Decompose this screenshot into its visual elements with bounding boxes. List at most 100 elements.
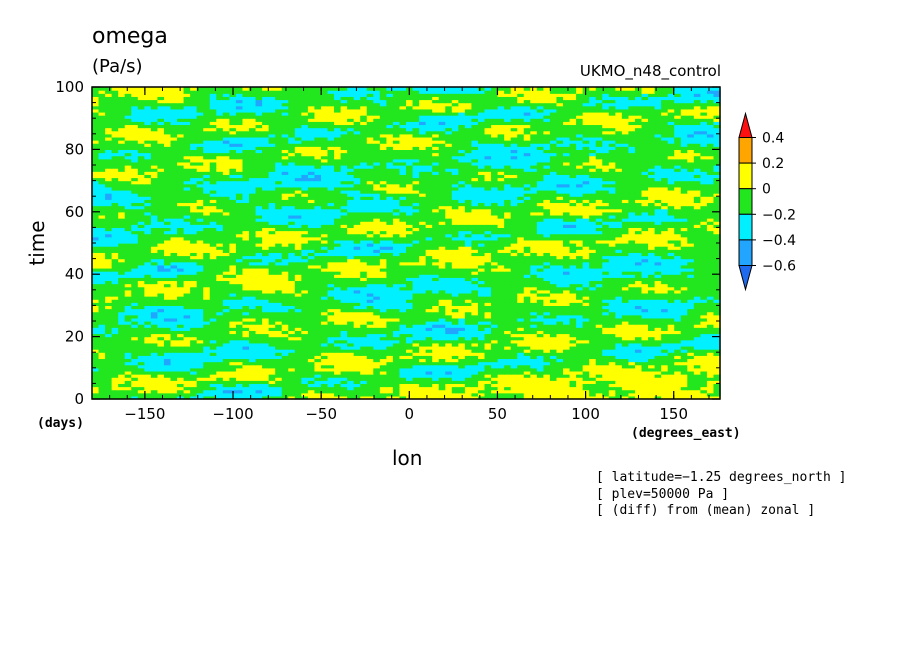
field-cell <box>569 336 577 341</box>
field-cell <box>412 336 420 341</box>
field-cell <box>249 314 257 319</box>
field-cell <box>216 296 224 300</box>
field-cell <box>654 308 662 313</box>
field-cell <box>255 255 263 260</box>
field-cell <box>530 364 538 369</box>
field-cell <box>477 321 486 325</box>
field-cell <box>477 296 486 300</box>
field-cell <box>386 374 394 378</box>
field-cell <box>281 367 289 372</box>
field-cell <box>105 342 113 347</box>
field-cell <box>680 336 688 341</box>
field-cell <box>360 364 368 369</box>
field-cell <box>340 324 348 328</box>
field-cell <box>648 314 656 319</box>
field-cell <box>334 277 342 282</box>
field-cell <box>491 321 499 325</box>
field-cell <box>543 258 551 263</box>
field-cell <box>680 255 688 260</box>
field-cell <box>602 342 610 347</box>
field-cell <box>491 330 499 335</box>
field-cell <box>543 333 551 338</box>
field-cell <box>222 386 230 391</box>
field-cell <box>137 255 145 260</box>
field-cell <box>360 383 368 388</box>
field-cell <box>536 258 544 263</box>
field-cell <box>353 317 361 322</box>
field-cell <box>399 345 407 350</box>
field-cell <box>700 274 708 278</box>
field-cell <box>314 286 322 291</box>
field-cell <box>445 271 453 275</box>
field-cell <box>680 321 688 325</box>
field-cell <box>687 283 695 288</box>
field-cell <box>92 389 100 394</box>
field-cell <box>667 267 675 272</box>
field-cell <box>517 280 525 285</box>
field-cell <box>124 246 132 250</box>
field-cell <box>288 271 296 275</box>
field-cell <box>131 330 139 335</box>
field-cell <box>549 249 558 253</box>
field-cell <box>111 324 119 328</box>
field-cell <box>105 261 113 266</box>
field-cell <box>150 386 159 391</box>
field-cell <box>170 280 178 285</box>
field-cell <box>183 339 191 344</box>
field-cell <box>484 374 492 378</box>
field-cell <box>451 292 459 297</box>
field-cell <box>216 395 224 400</box>
field-cell <box>301 324 309 328</box>
field-cell <box>419 283 427 288</box>
field-cell <box>327 342 335 347</box>
field-cell <box>360 239 368 244</box>
field-cell <box>589 249 597 253</box>
field-cell <box>582 277 590 282</box>
field-cell <box>464 311 473 316</box>
field-cell <box>451 236 459 241</box>
field-cell <box>150 261 159 266</box>
field-cell <box>196 271 204 275</box>
field-cell <box>262 261 270 266</box>
field-cell <box>314 308 322 313</box>
field-cell <box>203 361 211 366</box>
field-cell <box>576 389 584 394</box>
field-cell <box>353 261 361 266</box>
field-cell <box>589 280 597 285</box>
field-cell <box>680 280 688 285</box>
field-cell <box>242 299 250 303</box>
field-cell <box>314 364 322 369</box>
field-cell <box>334 392 342 397</box>
field-cell <box>687 305 695 310</box>
field-cell <box>517 352 525 356</box>
field-cell <box>438 239 446 244</box>
field-cell <box>674 255 682 260</box>
field-cell <box>700 261 708 266</box>
field-cell <box>569 370 577 375</box>
field-cell <box>268 305 276 310</box>
field-cell <box>360 327 368 331</box>
field-cell <box>327 317 335 322</box>
field-cell <box>556 299 564 303</box>
field-cell <box>170 370 178 375</box>
field-cell <box>432 370 440 375</box>
field-cell <box>190 236 198 241</box>
field-cell <box>445 395 453 400</box>
field-cell <box>137 264 145 269</box>
field-cell <box>530 314 538 319</box>
field-cell <box>615 367 623 372</box>
field-cell <box>235 283 244 288</box>
field-cell <box>432 355 440 360</box>
field-cell <box>209 361 217 366</box>
field-cell <box>615 274 623 278</box>
field-cell <box>314 330 322 335</box>
field-cell <box>275 249 283 253</box>
field-cell <box>497 395 505 400</box>
field-cell <box>661 255 669 260</box>
field-cell <box>314 389 322 394</box>
field-cell <box>406 261 414 266</box>
field-cell <box>137 239 145 244</box>
field-cell <box>412 246 420 250</box>
field-cell <box>451 364 459 369</box>
field-cell <box>510 271 518 275</box>
